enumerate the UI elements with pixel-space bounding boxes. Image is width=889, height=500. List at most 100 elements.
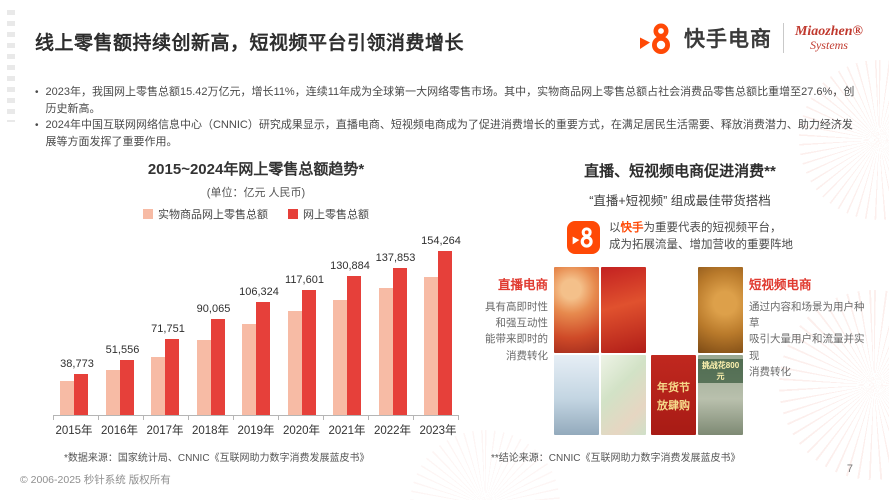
live-commerce-label: 直播电商 具有高即时性和强互动性 能带来即时的消费转化 <box>478 267 548 435</box>
callout-text: 以快手为重要代表的短视频平台， 成为拓展流量、增加营收的重要阵地 <box>609 220 793 255</box>
tile-caption: 年货节 放肆购 <box>657 382 690 412</box>
x-axis-year-label: 2023年 <box>419 425 457 437</box>
x-axis-year-label: 2021年 <box>328 425 366 437</box>
x-axis-year-label: 2017年 <box>146 425 184 437</box>
screenshot-collage: 年货节 放肆购 挑战花800元 <box>554 266 743 435</box>
bar-group: 90,065 <box>190 228 232 415</box>
shortvideo-commerce-desc: 消费转化 <box>749 365 791 378</box>
bar-value-label: 130,884 <box>330 259 370 272</box>
kuaishou-brand-text: 快手电商 <box>683 28 772 51</box>
bar-total-retail <box>347 275 361 415</box>
x-axis-year-label: 2019年 <box>237 425 275 437</box>
retail-trend-chart: 2015~2024年网上零售总额趋势* (单位：亿元 人民币) 实物商品网上零售… <box>40 158 472 438</box>
bar-group: 38,773 <box>53 228 95 415</box>
bar-total-retail <box>119 360 134 415</box>
bar-physical-goods <box>378 287 393 415</box>
screenshot-tile: 年货节 放肆购 <box>651 354 696 435</box>
bar-total-retail <box>256 301 270 415</box>
bar-group: 51,556 <box>99 228 141 415</box>
screenshot-group <box>554 266 646 435</box>
kuaishou-callout: 以快手为重要代表的短视频平台， 成为拓展流量、增加营收的重要阵地 <box>478 220 882 255</box>
shortvideo-commerce-title: 短视频电商 <box>749 277 812 292</box>
bar-total-retail <box>392 268 407 415</box>
bar-value-label: 106,324 <box>239 285 279 298</box>
legend-swatch-red <box>288 209 298 219</box>
live-shortvideo-panel: 直播、短视频电商促进消费** “直播+短视频” 组成最佳带货搭档 以快手为重要代… <box>478 160 882 435</box>
live-commerce-desc: 能带来即时的消费转化 <box>485 333 548 362</box>
callout-rest: 为重要代表的短视频平台， <box>643 222 782 234</box>
bar-value-label: 154,264 <box>421 235 461 247</box>
bar-physical-goods <box>60 380 74 415</box>
footnote-data-source: *数据来源：国家统计局、CNNIC《互联网助力数字消费发展蓝皮书》 <box>64 453 370 464</box>
bar-value-label: 51,556 <box>105 344 140 357</box>
left-dash-decoration <box>7 10 15 122</box>
copyright-text: © 2006-2025 秒针系统 版权所有 <box>20 474 171 486</box>
bar-group: 130,884 <box>326 228 370 415</box>
bullet-item: • 2024年中国互联网网络信息中心（CNNIC）研究成果显示，直播电商、短视频… <box>35 117 857 150</box>
screenshot-tile <box>554 354 599 435</box>
bar-physical-goods <box>151 356 165 415</box>
chart-unit-label: (单位：亿元 人民币) <box>206 187 306 199</box>
shortvideo-commerce-desc: 通过内容和场景为用户种草 <box>749 300 865 330</box>
x-axis-year-label: 2016年 <box>100 425 139 437</box>
shortvideo-commerce-desc: 吸引大量用户和流量并实现 <box>749 333 865 362</box>
bar-value-label: 117,601 <box>285 273 324 286</box>
tile-caption: 挑战花800元 <box>698 358 743 383</box>
bar-physical-goods <box>333 300 347 415</box>
shortvideo-commerce-label: 短视频电商 通过内容和场景为用户种草 吸引大量用户和流量并实现 消费转化 <box>749 267 871 435</box>
callout-prefix: 以 <box>609 222 621 234</box>
chart-axis-ticks <box>53 416 459 420</box>
bar-physical-goods <box>242 324 256 415</box>
bar-group: 154,264 <box>417 228 461 415</box>
bar-value-label: 137,853 <box>375 252 416 265</box>
live-commerce-title: 直播电商 <box>497 277 548 292</box>
legend-label: 实物商品网上零售总额 <box>158 209 268 221</box>
footnote-conclusion-source: **结论来源：CNNIC《互联网助力数字消费发展蓝皮书》 <box>491 453 741 464</box>
fan-decoration <box>410 430 560 500</box>
legend-label: 网上零售总额 <box>303 209 369 221</box>
screenshot-group: 年货节 放肆购 挑战花800元 <box>651 266 743 435</box>
logo-divider <box>782 23 784 53</box>
miaozhen-line1: Miaozhen® <box>794 24 863 39</box>
bullet-marker: • <box>35 120 39 131</box>
callout-line2: 成为拓展流量、增加营收的重要阵地 <box>609 239 793 252</box>
screenshot-tile <box>698 266 743 353</box>
legend-swatch-salmon <box>143 209 153 219</box>
x-axis-year-label: 2018年 <box>191 425 230 437</box>
bar-group: 117,601 <box>281 228 324 415</box>
miaozhen-line2: Systems <box>809 38 848 52</box>
legend-item-total: 网上零售总额 <box>288 206 369 222</box>
bar-total-retail <box>301 289 316 415</box>
chart-x-labels: 2015年 2016年 2017年 2018年 2019年 2020年 2021年 2022年… <box>53 422 459 438</box>
x-axis-year-label: 2020年 <box>282 425 321 437</box>
chart-title: 2015~2024年网上零售总额趋势* <box>147 161 365 178</box>
bullet-item: • 2023年，我国网上零售总额15.42万亿元，增长11%，连续11年成为全球… <box>35 84 857 117</box>
bullet-text: 2024年中国互联网网络信息中心（CNNIC）研究成果显示，直播电商、短视频电商… <box>45 119 853 148</box>
bullet-text: 2023年，我国网上零售总额15.42万亿元，增长11%，连续11年成为全球第一… <box>45 86 855 115</box>
bar-value-label: 71,751 <box>151 322 185 335</box>
bar-total-retail <box>74 373 88 415</box>
screenshot-tile <box>554 266 599 353</box>
bar-value-label: 90,065 <box>196 303 231 316</box>
screenshot-tile: 挑战花800元 <box>698 354 743 435</box>
bar-value-label: 38,773 <box>60 357 94 370</box>
bar-physical-goods <box>196 340 211 415</box>
bar-total-retail <box>210 319 225 415</box>
panel-subtitle: “直播+短视频” 组成最佳带货搭档 <box>589 194 771 208</box>
summary-bullets: • 2023年，我国网上零售总额15.42万亿元，增长11%，连续11年成为全球… <box>35 84 857 150</box>
screenshot-tile <box>601 266 646 353</box>
miaozhen-logo: Miaozhen® Systems <box>794 24 863 52</box>
x-axis-year-label: 2022年 <box>373 425 412 437</box>
chart-plot: 38,773 51,556 71,751 90,065 106,324 117,601 13… <box>53 228 461 416</box>
callout-brand: 快手 <box>620 222 644 234</box>
kuaishou-logo-icon <box>639 23 670 54</box>
legend-item-physical: 实物商品网上零售总额 <box>143 206 268 222</box>
bar-group: 71,751 <box>144 228 186 415</box>
bar-group: 137,853 <box>372 228 416 415</box>
screenshot-tile <box>651 267 696 353</box>
bar-total-retail <box>165 338 179 415</box>
chart-legend: 实物商品网上零售总额 网上零售总额 <box>40 206 472 222</box>
bar-group: 106,324 <box>235 228 279 415</box>
panel-title: 直播、短视频电商促进消费** <box>584 163 776 180</box>
